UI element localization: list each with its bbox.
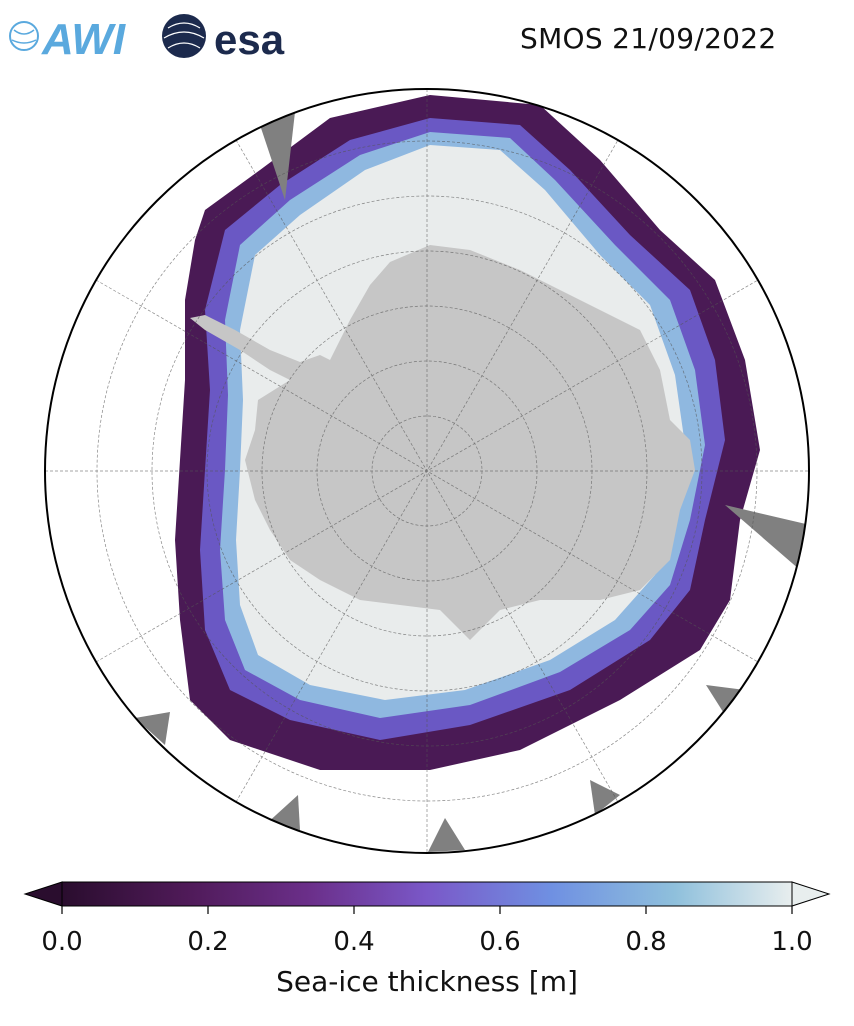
colorbar-tick-label: 0.8 <box>625 927 666 957</box>
nodata-wedge <box>428 818 465 852</box>
antarctic-peninsula <box>190 315 330 385</box>
nodata-wedge <box>260 112 295 200</box>
colorbar-tick-label: 0.4 <box>333 927 374 957</box>
colorbar-extend-max <box>791 881 831 907</box>
awi-logo-globe-icon <box>9 21 39 51</box>
logos: AWI esa <box>9 14 285 64</box>
antarctica-land <box>245 245 695 640</box>
map-boundary <box>44 88 810 854</box>
colorbar-ticks: 0.0 0.2 0.4 0.6 0.8 1.0 <box>41 906 813 957</box>
polar-map <box>44 88 810 854</box>
esa-logo: esa <box>162 14 285 63</box>
nodata-wedge <box>725 505 809 570</box>
colorbar-extend-min <box>23 881 63 907</box>
colorbar-label: Sea-ice thickness [m] <box>276 965 578 998</box>
esa-logo-text: esa <box>214 16 285 63</box>
colorbar-tick-label: 0.0 <box>41 927 82 957</box>
awi-logo-text: AWI <box>41 15 126 64</box>
graticule <box>45 89 809 853</box>
nodata-wedge <box>135 712 170 745</box>
colorbar: 0.0 0.2 0.4 0.6 0.8 1.0 <box>23 881 831 957</box>
colorbar-tick-label: 0.2 <box>187 927 228 957</box>
colorbar-tick-label: 0.6 <box>479 927 520 957</box>
nodata-wedge <box>706 685 745 715</box>
colorbar-tick-label: 1.0 <box>771 927 812 957</box>
colorbar-gradient <box>61 881 793 907</box>
awi-logo: AWI <box>9 15 126 64</box>
map-title: SMOS 21/09/2022 <box>520 22 777 55</box>
nodata-wedge <box>590 780 620 815</box>
